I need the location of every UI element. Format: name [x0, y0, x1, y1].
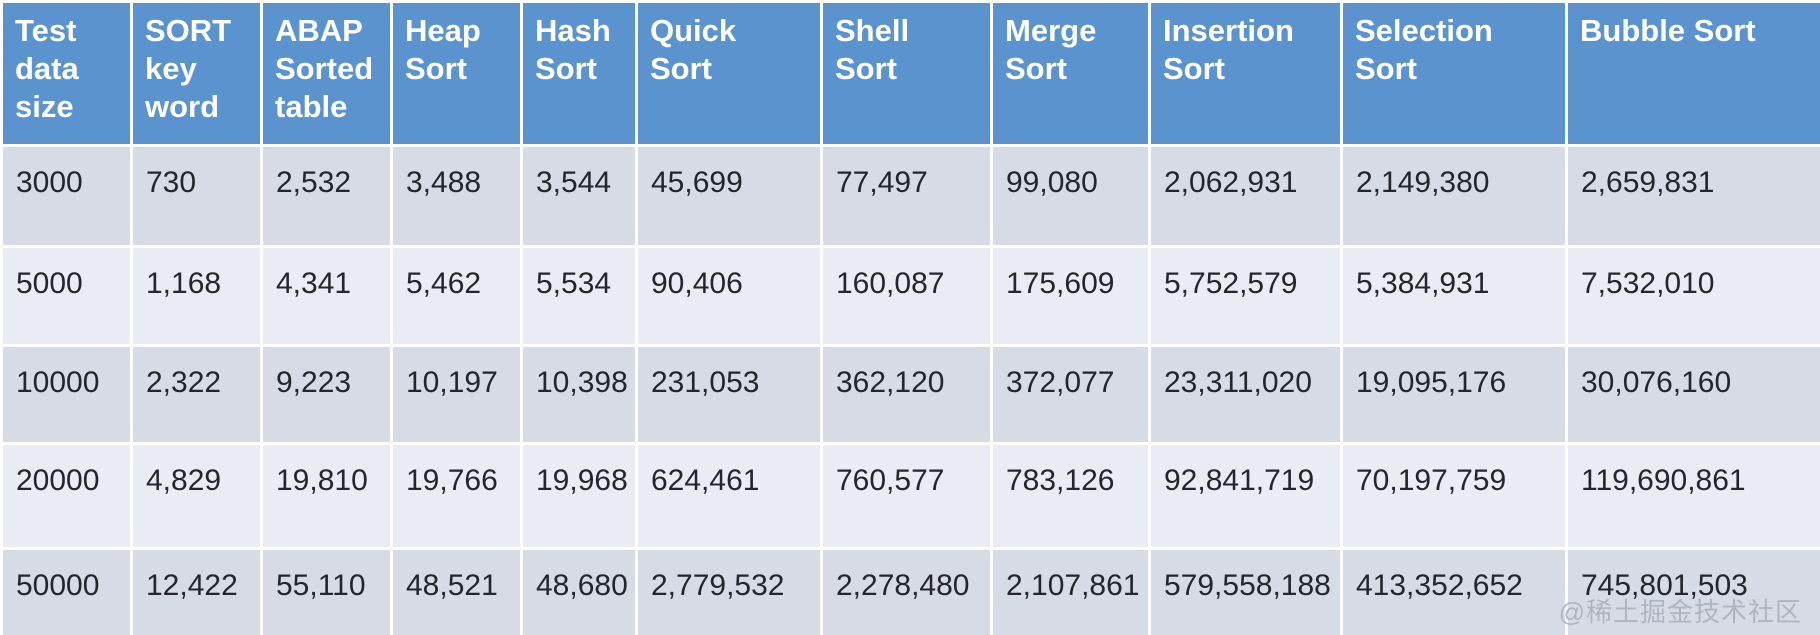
- column-header-test-data-size: Test data size: [0, 0, 133, 147]
- column-header-sort-key-word: SORT key word: [130, 0, 263, 147]
- column-header-merge-sort: Merge Sort: [990, 0, 1151, 147]
- table-cell: 624,461: [635, 442, 823, 550]
- table-cell: 30,076,160: [1565, 344, 1820, 445]
- table-cell: 48,521: [390, 547, 523, 635]
- table-cell: 19,095,176: [1340, 344, 1568, 445]
- table-cell: 19,766: [390, 442, 523, 550]
- table-cell: 579,558,188: [1148, 547, 1343, 635]
- table-cell: 50000: [0, 547, 133, 635]
- table-cell: 9,223: [260, 344, 393, 445]
- table-cell: 77,497: [820, 144, 993, 248]
- table-cell: 413,352,652: [1340, 547, 1568, 635]
- table-cell: 90,406: [635, 245, 823, 347]
- table-body: 3000 730 2,532 3,488 3,544 45,699 77,497…: [0, 144, 1820, 635]
- column-header-bubble-sort: Bubble Sort: [1565, 0, 1820, 147]
- table-cell: 2,149,380: [1340, 144, 1568, 248]
- table-cell: 19,968: [520, 442, 638, 550]
- table-cell: 372,077: [990, 344, 1151, 445]
- table-cell: 5000: [0, 245, 133, 347]
- table-cell: 745,801,503: [1565, 547, 1820, 635]
- column-header-hash-sort: Hash Sort: [520, 0, 638, 147]
- table-cell: 45,699: [635, 144, 823, 248]
- table-cell: 2,278,480: [820, 547, 993, 635]
- column-header-insertion-sort: Insertion Sort: [1148, 0, 1343, 147]
- table-cell: 10000: [0, 344, 133, 445]
- table-cell: 783,126: [990, 442, 1151, 550]
- table-row: 10000 2,322 9,223 10,197 10,398 231,053 …: [0, 344, 1820, 445]
- table-cell: 55,110: [260, 547, 393, 635]
- table-cell: 760,577: [820, 442, 993, 550]
- table-cell: 70,197,759: [1340, 442, 1568, 550]
- table-cell: 2,062,931: [1148, 144, 1343, 248]
- table-cell: 3000: [0, 144, 133, 248]
- column-header-selection-sort: Selection Sort: [1340, 0, 1568, 147]
- table-cell: 5,534: [520, 245, 638, 347]
- column-header-quick-sort: Quick Sort: [635, 0, 823, 147]
- table-cell: 2,532: [260, 144, 393, 248]
- table-cell: 5,384,931: [1340, 245, 1568, 347]
- table-cell: 730: [130, 144, 263, 248]
- column-header-abap-sorted-table: ABAP Sorted table: [260, 0, 393, 147]
- table-cell: 4,341: [260, 245, 393, 347]
- table-cell: 10,197: [390, 344, 523, 445]
- table-row: 5000 1,168 4,341 5,462 5,534 90,406 160,…: [0, 245, 1820, 347]
- header-row: Test data size SORT key word ABAP Sorted…: [0, 0, 1820, 147]
- table-cell: 3,488: [390, 144, 523, 248]
- table-header: Test data size SORT key word ABAP Sorted…: [0, 0, 1820, 147]
- table-cell: 2,779,532: [635, 547, 823, 635]
- table-cell: 160,087: [820, 245, 993, 347]
- table-cell: 92,841,719: [1148, 442, 1343, 550]
- column-header-heap-sort: Heap Sort: [390, 0, 523, 147]
- table-row: 50000 12,422 55,110 48,521 48,680 2,779,…: [0, 547, 1820, 635]
- table-cell: 2,322: [130, 344, 263, 445]
- table-cell: 10,398: [520, 344, 638, 445]
- table-cell: 19,810: [260, 442, 393, 550]
- table-cell: 23,311,020: [1148, 344, 1343, 445]
- table-cell: 231,053: [635, 344, 823, 445]
- table-cell: 48,680: [520, 547, 638, 635]
- table-cell: 99,080: [990, 144, 1151, 248]
- table-cell: 2,659,831: [1565, 144, 1820, 248]
- table-cell: 362,120: [820, 344, 993, 445]
- table-cell: 5,752,579: [1148, 245, 1343, 347]
- table-cell: 119,690,861: [1565, 442, 1820, 550]
- table-cell: 2,107,861: [990, 547, 1151, 635]
- table-cell: 1,168: [130, 245, 263, 347]
- table-cell: 20000: [0, 442, 133, 550]
- table-row: 3000 730 2,532 3,488 3,544 45,699 77,497…: [0, 144, 1820, 248]
- table-cell: 3,544: [520, 144, 638, 248]
- table-cell: 12,422: [130, 547, 263, 635]
- table-cell: 4,829: [130, 442, 263, 550]
- table-cell: 175,609: [990, 245, 1151, 347]
- table-cell: 5,462: [390, 245, 523, 347]
- column-header-shell-sort: Shell Sort: [820, 0, 993, 147]
- table-cell: 7,532,010: [1565, 245, 1820, 347]
- table-row: 20000 4,829 19,810 19,766 19,968 624,461…: [0, 442, 1820, 550]
